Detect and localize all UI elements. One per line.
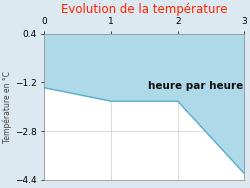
Text: heure par heure: heure par heure [148,81,243,91]
Y-axis label: Température en °C: Température en °C [3,71,12,143]
Title: Evolution de la température: Evolution de la température [61,3,228,16]
